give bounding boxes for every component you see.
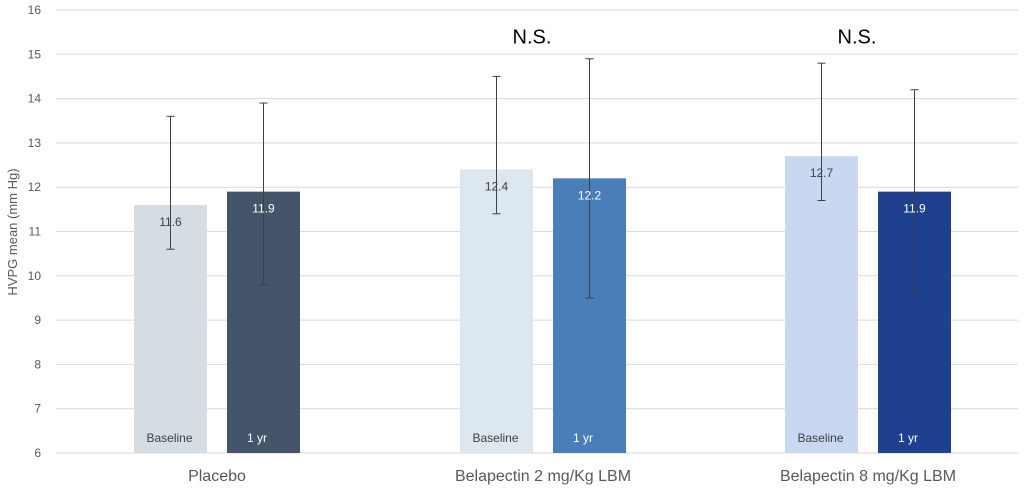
error-bars <box>166 58 919 299</box>
data-labels: 11.6 Baseline 11.9 1 yr 12.4 Baseline 12.2 1 yr… <box>146 166 926 445</box>
y-tick-label: 15 <box>28 47 42 61</box>
y-tick-label: 9 <box>34 313 41 327</box>
y-axis-label: HVPG mean (mm Hg) <box>5 168 20 295</box>
y-axis-ticks: 6 7 8 9 10 11 12 13 14 15 16 <box>28 3 42 460</box>
phase-label: 1 yr <box>898 431 918 445</box>
y-tick-label: 10 <box>28 269 42 283</box>
ns-annotation: N.S. <box>838 27 877 49</box>
phase-label: Baseline <box>797 431 843 445</box>
y-tick-label: 13 <box>28 136 42 150</box>
category-label: Belapectin 2 mg/Kg LBM <box>455 468 631 485</box>
data-label: 12.7 <box>810 166 834 180</box>
y-tick-label: 12 <box>28 180 42 194</box>
y-tick-label: 7 <box>34 402 41 416</box>
bar <box>460 169 533 454</box>
y-tick-label: 8 <box>34 357 41 371</box>
phase-label: 1 yr <box>573 431 593 445</box>
bar <box>785 156 858 453</box>
phase-label: 1 yr <box>247 431 267 445</box>
gridlines <box>56 9 1018 454</box>
y-tick-label: 11 <box>29 225 42 239</box>
y-tick-label: 6 <box>34 446 41 460</box>
category-label: Placebo <box>188 468 246 485</box>
y-tick-label: 16 <box>28 3 42 17</box>
ns-annotation: N.S. <box>513 27 552 49</box>
phase-label: Baseline <box>472 431 518 445</box>
data-label: 11.6 <box>159 215 182 229</box>
x-axis-categories: Placebo Belapectin 2 mg/Kg LBM Belapectin … <box>188 468 956 485</box>
data-label: 12.2 <box>578 188 602 202</box>
data-label: 11.9 <box>903 202 926 216</box>
annotations: N.S. N.S. <box>513 27 877 49</box>
bars <box>134 156 951 454</box>
y-tick-label: 14 <box>28 92 42 106</box>
data-label: 12.4 <box>485 179 509 193</box>
phase-label: Baseline <box>146 431 192 445</box>
data-label: 11.9 <box>252 202 275 216</box>
category-label: Belapectin 8 mg/Kg LBM <box>780 468 956 485</box>
